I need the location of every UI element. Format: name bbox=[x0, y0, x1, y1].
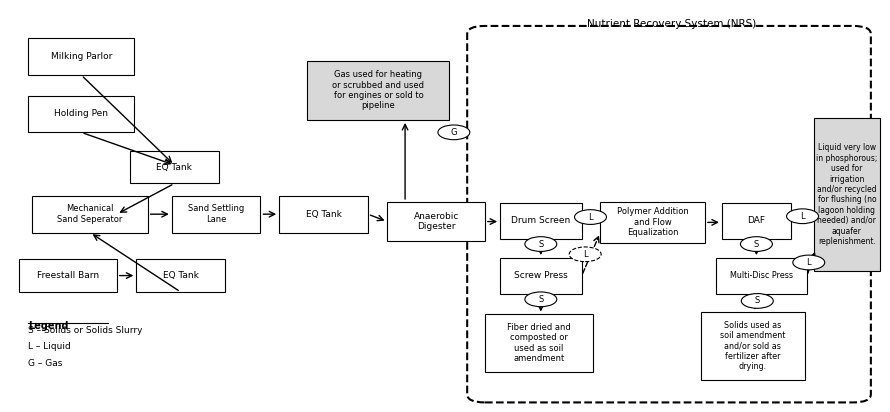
Text: S: S bbox=[754, 239, 759, 248]
Text: Multi-Disc Press: Multi-Disc Press bbox=[730, 272, 793, 281]
Circle shape bbox=[741, 294, 773, 308]
FancyBboxPatch shape bbox=[600, 202, 705, 243]
Circle shape bbox=[525, 292, 557, 307]
FancyBboxPatch shape bbox=[716, 258, 807, 294]
Text: Liquid very low
in phosphorous;
used for
irrigation
and/or recycled
for flushing: Liquid very low in phosphorous; used for… bbox=[816, 143, 878, 246]
Text: S – Solids or Solids Slurry: S – Solids or Solids Slurry bbox=[28, 326, 142, 335]
Text: L: L bbox=[800, 212, 805, 221]
FancyBboxPatch shape bbox=[172, 196, 261, 233]
Text: Sand Settling
Lane: Sand Settling Lane bbox=[188, 204, 244, 224]
Circle shape bbox=[793, 255, 825, 270]
Text: L – Liquid: L – Liquid bbox=[28, 342, 71, 351]
FancyBboxPatch shape bbox=[814, 118, 879, 272]
Text: Gas used for heating
or scrubbed and used
for engines or sold to
pipeline: Gas used for heating or scrubbed and use… bbox=[333, 70, 425, 110]
Text: Milking Parlor: Milking Parlor bbox=[51, 52, 112, 61]
Text: Legend: Legend bbox=[28, 321, 69, 330]
FancyBboxPatch shape bbox=[279, 196, 368, 233]
FancyBboxPatch shape bbox=[19, 259, 117, 292]
FancyBboxPatch shape bbox=[387, 202, 485, 241]
FancyBboxPatch shape bbox=[32, 196, 148, 233]
Text: Nutrient Recovery System (NRS): Nutrient Recovery System (NRS) bbox=[587, 19, 756, 29]
Text: S: S bbox=[755, 297, 760, 305]
Text: EQ Tank: EQ Tank bbox=[305, 210, 342, 219]
Text: G: G bbox=[450, 128, 457, 137]
FancyBboxPatch shape bbox=[28, 96, 134, 132]
Text: Solids used as
soil amendment
and/or sold as
fertilizer after
drying.: Solids used as soil amendment and/or sol… bbox=[720, 321, 786, 372]
Text: Freestall Barn: Freestall Barn bbox=[36, 271, 99, 280]
FancyBboxPatch shape bbox=[307, 61, 449, 120]
Text: DAF: DAF bbox=[748, 216, 765, 225]
FancyBboxPatch shape bbox=[500, 258, 582, 294]
Text: L: L bbox=[583, 250, 587, 259]
Text: Drum Screen: Drum Screen bbox=[511, 216, 570, 225]
Text: S: S bbox=[538, 295, 544, 304]
Text: L: L bbox=[806, 258, 811, 267]
Text: Fiber dried and
composted or
used as soil
amendment: Fiber dried and composted or used as soi… bbox=[507, 323, 570, 363]
FancyBboxPatch shape bbox=[700, 312, 805, 380]
Circle shape bbox=[740, 236, 773, 251]
Text: Polymer Addition
and Flow
Equalization: Polymer Addition and Flow Equalization bbox=[617, 208, 689, 237]
Text: Mechanical
Sand Seperator: Mechanical Sand Seperator bbox=[58, 204, 123, 224]
FancyBboxPatch shape bbox=[722, 203, 791, 239]
FancyBboxPatch shape bbox=[136, 259, 225, 292]
Text: S: S bbox=[538, 239, 544, 248]
FancyBboxPatch shape bbox=[485, 314, 593, 372]
FancyBboxPatch shape bbox=[500, 203, 582, 239]
Text: EQ Tank: EQ Tank bbox=[163, 271, 198, 280]
Circle shape bbox=[575, 210, 606, 225]
Circle shape bbox=[525, 236, 557, 251]
Circle shape bbox=[438, 125, 470, 140]
Text: EQ Tank: EQ Tank bbox=[157, 163, 192, 172]
Text: Screw Press: Screw Press bbox=[514, 272, 568, 281]
Text: G – Gas: G – Gas bbox=[28, 358, 62, 368]
Text: Holding Pen: Holding Pen bbox=[54, 110, 109, 118]
Text: L: L bbox=[588, 213, 593, 222]
FancyBboxPatch shape bbox=[28, 38, 134, 75]
Circle shape bbox=[787, 209, 819, 224]
FancyBboxPatch shape bbox=[130, 151, 219, 183]
Text: Anaerobic
Digester: Anaerobic Digester bbox=[414, 212, 459, 231]
Circle shape bbox=[570, 247, 601, 262]
